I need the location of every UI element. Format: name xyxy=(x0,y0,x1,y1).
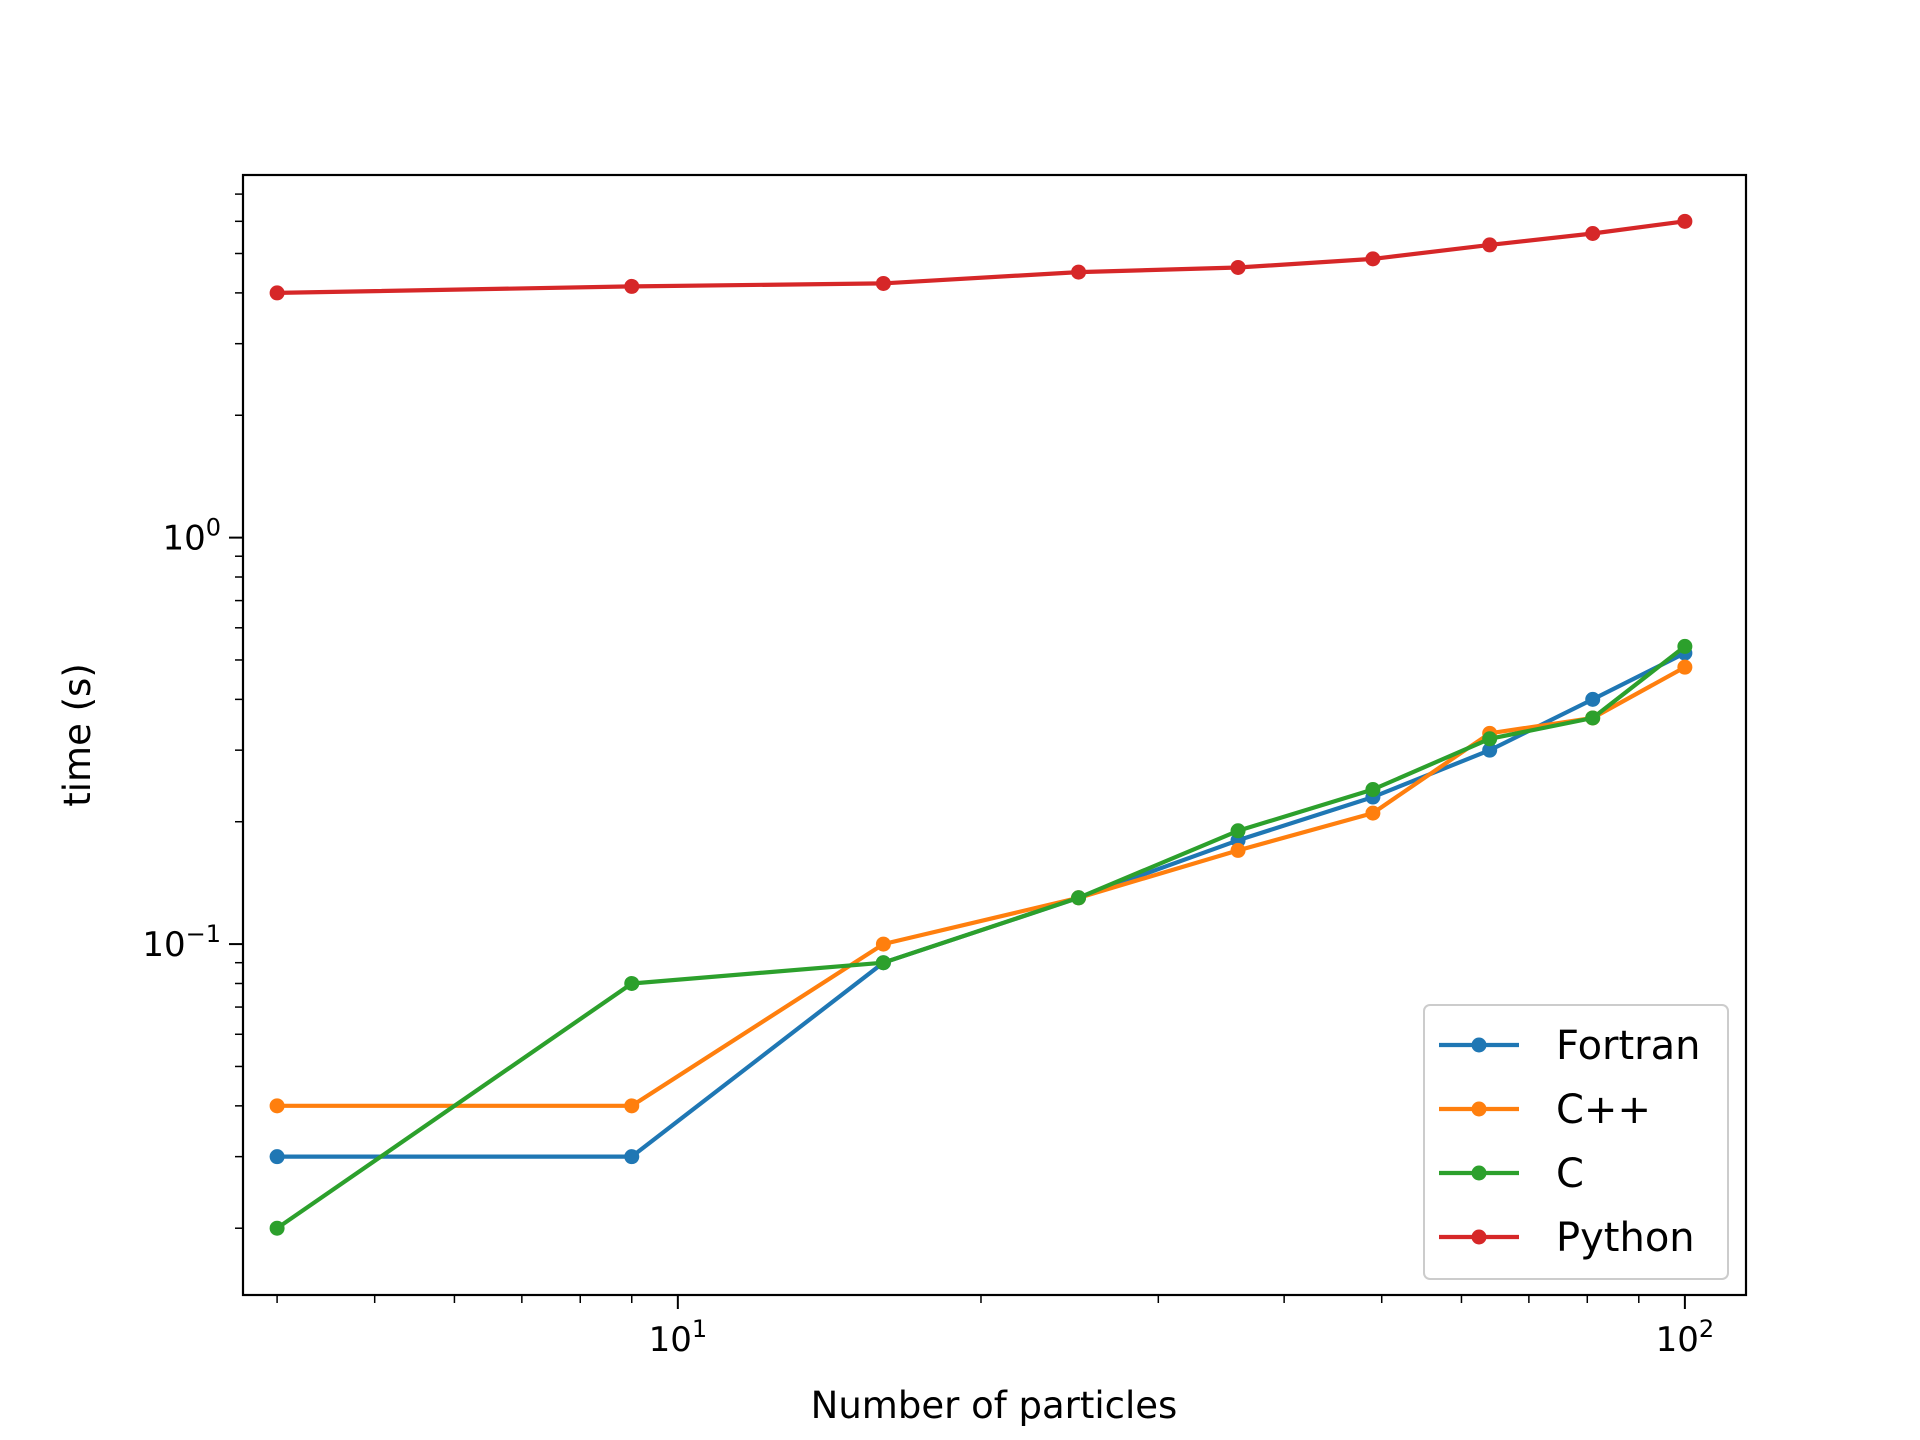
data-point-c xyxy=(1230,823,1246,839)
data-point-python xyxy=(875,275,891,291)
data-point-c xyxy=(1585,710,1601,726)
y-tick-label: 100 xyxy=(162,514,221,559)
data-point-c xyxy=(1071,890,1087,906)
legend-label-cpp: C++ xyxy=(1556,1087,1651,1133)
y-tick-label: 10−1 xyxy=(142,920,221,965)
data-point-python xyxy=(269,285,285,301)
data-point-fortran xyxy=(1585,691,1601,707)
plot-frame xyxy=(241,173,1748,1297)
legend-marker-cpp xyxy=(1471,1101,1487,1117)
data-point-fortran xyxy=(269,1149,285,1165)
data-point-cpp xyxy=(269,1098,285,1114)
legend-marker-python xyxy=(1471,1229,1487,1245)
data-point-python xyxy=(1365,251,1381,267)
x-tick-label: 101 xyxy=(649,1315,708,1360)
data-point-cpp xyxy=(1365,805,1381,821)
legend-marker-c xyxy=(1471,1165,1487,1181)
series-python xyxy=(269,213,1693,301)
x-tick-label: 102 xyxy=(1656,1315,1715,1360)
data-point-python xyxy=(1482,237,1498,253)
series-c xyxy=(269,638,1693,1236)
legend-label-python: Python xyxy=(1556,1215,1695,1261)
x-axis-label: Number of particles xyxy=(811,1384,1178,1427)
legend-marker-fortran xyxy=(1471,1037,1487,1053)
data-point-fortran xyxy=(624,1149,640,1165)
y-axis-label: time (s) xyxy=(56,663,99,807)
minor-ticks xyxy=(235,193,1640,1303)
data-point-cpp xyxy=(875,936,891,952)
legend-box xyxy=(1423,1004,1729,1280)
data-point-python xyxy=(624,278,640,294)
data-point-cpp xyxy=(1230,842,1246,858)
data-point-c xyxy=(624,975,640,991)
legend-label-c: C xyxy=(1556,1151,1584,1197)
data-point-c xyxy=(1677,638,1693,654)
data-point-fortran xyxy=(1482,742,1498,758)
legend: Fortran C++ C Python xyxy=(1423,1004,1729,1280)
data-point-c xyxy=(269,1220,285,1236)
data-point-cpp xyxy=(624,1098,640,1114)
data-point-cpp xyxy=(1677,659,1693,675)
data-point-c xyxy=(1365,782,1381,798)
major-ticks: 101 102 10−1 100 xyxy=(142,514,1714,1360)
series-layer xyxy=(269,213,1693,1236)
data-point-python xyxy=(1071,264,1087,280)
data-point-python xyxy=(1230,259,1246,275)
data-point-python xyxy=(1585,225,1601,241)
data-point-c xyxy=(875,955,891,971)
data-point-c xyxy=(1482,731,1498,747)
data-point-python xyxy=(1677,213,1693,229)
legend-label-fortran: Fortran xyxy=(1556,1023,1701,1069)
